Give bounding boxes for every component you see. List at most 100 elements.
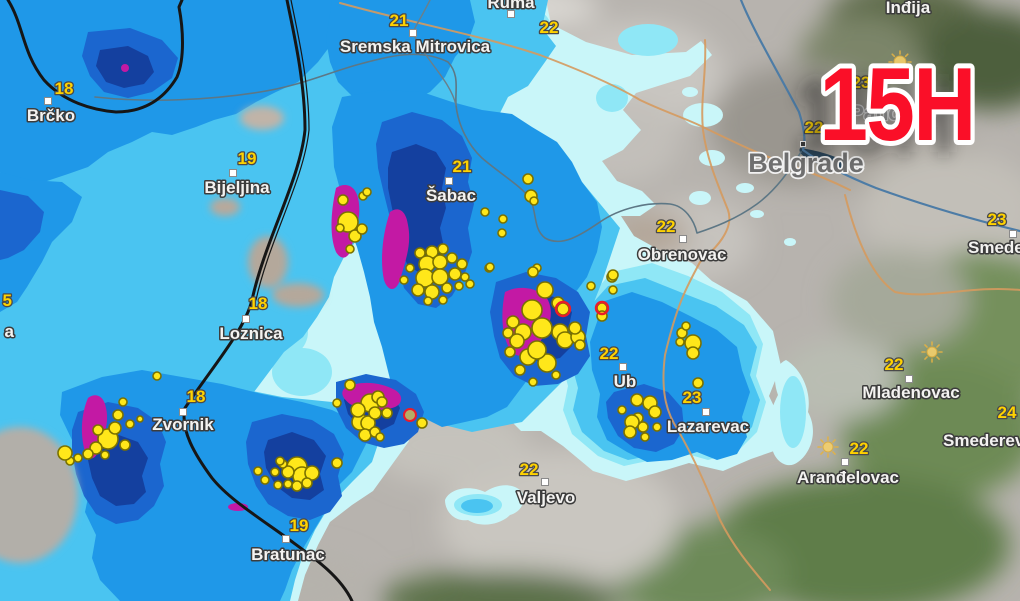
lightning-dot [82, 448, 94, 460]
city-label: Ub [614, 372, 637, 391]
rain-blob [272, 348, 332, 396]
city-zvornik: 18 Zvornik [151, 386, 216, 436]
terrain-patch [440, 450, 680, 590]
lightning-dot [568, 321, 582, 335]
lightning-dot [345, 244, 355, 254]
rain-blob [461, 499, 493, 513]
lightning-dot [337, 194, 349, 206]
lightning-dot [637, 421, 649, 433]
city-label: Valjevo [517, 488, 576, 507]
rain-blob [736, 183, 754, 193]
city-marker [619, 363, 627, 371]
terrain-patch [830, 250, 970, 350]
lightning-dot-faded [403, 408, 417, 422]
lightning-dot [586, 281, 596, 291]
city-marker [445, 177, 453, 185]
city-label: Aranđelovac [797, 468, 899, 487]
city-temperature: 23 [852, 73, 871, 92]
city-marker [679, 235, 687, 243]
lightning-dot [92, 424, 104, 436]
city-temperature: 21 [453, 157, 472, 176]
lightning-dot [438, 295, 448, 305]
rain-blob [750, 210, 764, 218]
lightning-dot [108, 421, 122, 435]
terrain-island [210, 198, 240, 216]
lightning-dot [551, 370, 561, 380]
city-label: Obrenovac [638, 245, 727, 264]
lightning-dot [527, 266, 539, 278]
sun-ray [936, 356, 940, 360]
city--abac: 21 Šabac [424, 156, 477, 207]
river-line [739, 0, 1020, 233]
city-marker [507, 10, 515, 18]
city-labels-layer: 22 Ruma Inđija 21 Sremska Mitrovica 18 Brčko 19… [1, 0, 1020, 566]
recent-strike-ring [594, 300, 610, 316]
city-temperature: 18 [187, 387, 206, 406]
city-ub: 22 Ub [598, 343, 638, 393]
city-temperature: 21 [390, 11, 409, 30]
city-marker [282, 535, 290, 543]
lightning-dot [335, 223, 345, 233]
lightning-dot [509, 333, 525, 349]
city-smederevo: 23 Smederevo [967, 209, 1020, 259]
city-label: Bijeljina [204, 178, 270, 197]
city-label: Zvornik [152, 415, 214, 434]
sun-icons-layer [817, 50, 943, 458]
lightning-dot [556, 331, 574, 349]
city-label: Pančevo [850, 102, 936, 125]
city-temperature: 19 [290, 516, 309, 535]
lightning-dot [522, 173, 534, 185]
terrain-island [0, 427, 78, 563]
city-label: a [5, 322, 15, 341]
lightning-dot [152, 371, 162, 381]
lightning-dot [73, 453, 83, 463]
lightning-dot [446, 252, 458, 264]
lightning-dot [273, 480, 283, 490]
sun-ray [924, 356, 928, 360]
city-temperature: 22 [540, 18, 559, 37]
lightning-dot [423, 296, 433, 306]
lightning-dot [497, 228, 507, 238]
city-temperature: 19 [238, 149, 257, 168]
lightning-dot [456, 258, 468, 270]
lightning-dot [686, 346, 700, 360]
lightning-dot [112, 409, 124, 421]
lightning-dot [281, 465, 295, 479]
lightning-dot [344, 379, 356, 391]
city-marker [179, 408, 187, 416]
city-temperature: 23 [683, 388, 702, 407]
lightning-dot [331, 457, 343, 469]
lightning-dot [332, 398, 342, 408]
lightning-dot [529, 196, 539, 206]
city-temperature: 18 [55, 79, 74, 98]
terrain-islands-layer [0, 106, 324, 563]
city-label: Šabac [426, 186, 476, 205]
lightning-dot [448, 267, 462, 281]
lightning-dot [681, 321, 691, 331]
sun-ray [904, 53, 909, 58]
rain-blob [682, 87, 698, 97]
sun-core [926, 346, 938, 358]
road-line [662, 39, 771, 591]
lightning-dot [454, 281, 464, 291]
city-marker [541, 478, 549, 486]
city-valjevo: 22 Valjevo [515, 459, 577, 509]
lightning-layer [57, 173, 704, 492]
sun-ray [891, 53, 896, 58]
rain-blob [689, 191, 711, 205]
city-sremska-mitrovica: 21 Sremska Mitrovica [338, 10, 492, 58]
terrain-patch [920, 10, 1020, 110]
lightning-dot [531, 317, 553, 339]
river-water-patch [799, 148, 855, 169]
city-label: Loznica [219, 324, 283, 343]
city-lazarevac: 23 Lazarevac [665, 387, 750, 438]
lightning-dot [283, 479, 293, 489]
rain-blob [121, 64, 129, 72]
border-line [6, 0, 184, 114]
sun-ray [832, 439, 836, 443]
time-indicator-label: 15H [819, 47, 974, 163]
city-label: Sremska Mitrovica [340, 37, 491, 56]
